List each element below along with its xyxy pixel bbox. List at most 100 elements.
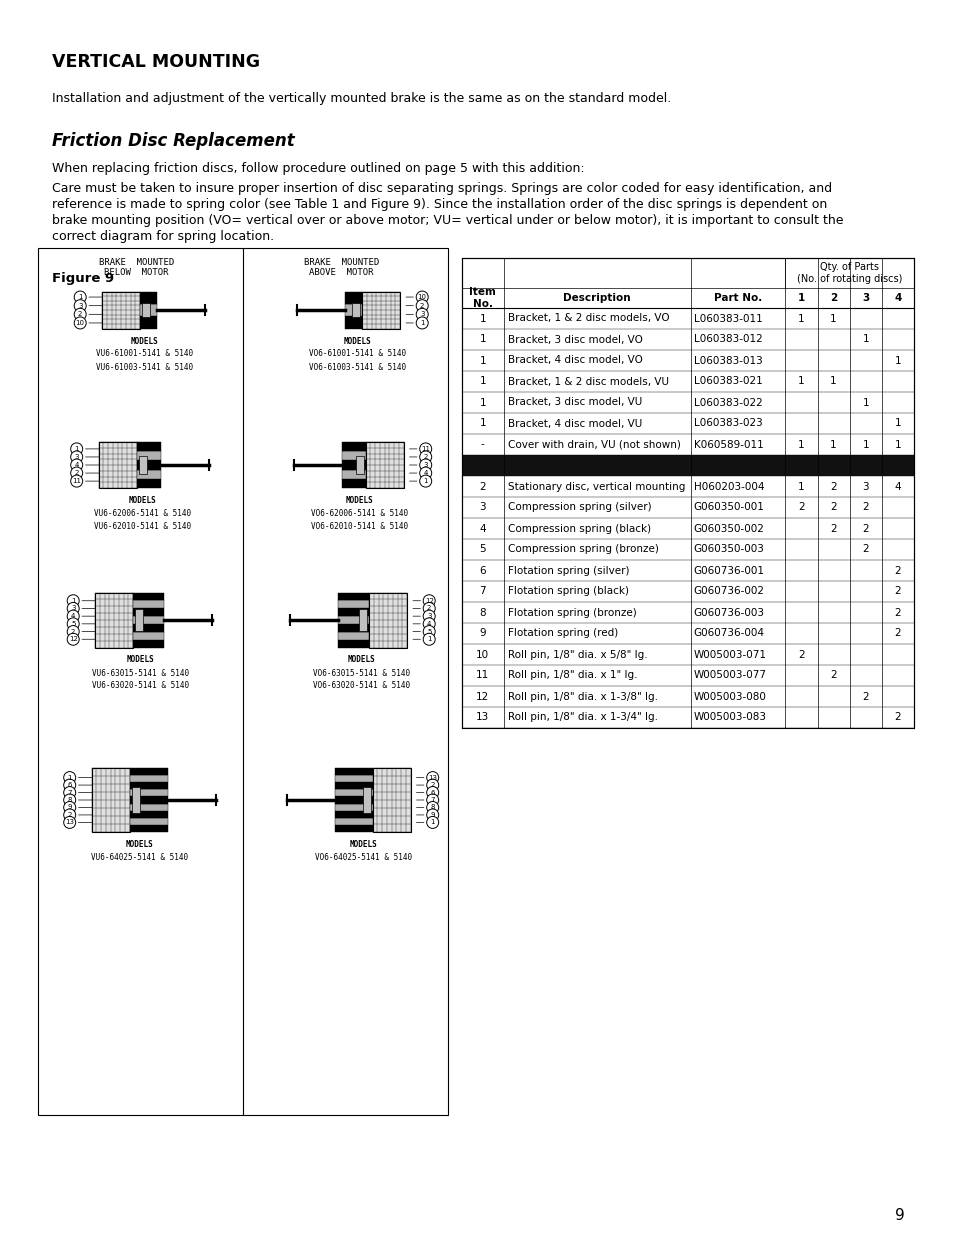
Text: Item
No.: Item No. bbox=[469, 288, 496, 309]
Bar bbox=[130, 804, 168, 810]
Text: 2: 2 bbox=[71, 629, 75, 635]
Bar bbox=[461, 454, 913, 475]
Text: 1: 1 bbox=[479, 335, 486, 345]
Text: 13: 13 bbox=[476, 713, 489, 722]
Bar bbox=[142, 303, 150, 317]
Text: 9: 9 bbox=[479, 629, 486, 638]
Bar bbox=[91, 768, 130, 832]
Text: 1: 1 bbox=[479, 314, 486, 324]
Text: 3: 3 bbox=[78, 303, 82, 309]
Text: 11: 11 bbox=[476, 671, 489, 680]
Text: 1: 1 bbox=[829, 440, 836, 450]
Text: 9: 9 bbox=[430, 811, 435, 818]
Text: 7: 7 bbox=[68, 789, 71, 795]
Text: 9: 9 bbox=[68, 804, 71, 810]
Text: 6: 6 bbox=[479, 566, 486, 576]
Circle shape bbox=[67, 595, 79, 606]
Circle shape bbox=[426, 809, 438, 821]
Text: 8: 8 bbox=[479, 608, 486, 618]
Text: Roll pin, 1/8" dia. x 1" lg.: Roll pin, 1/8" dia. x 1" lg. bbox=[507, 671, 637, 680]
Circle shape bbox=[71, 475, 83, 487]
Bar bbox=[335, 776, 373, 782]
Text: 2: 2 bbox=[829, 482, 836, 492]
Bar bbox=[335, 797, 373, 804]
Bar bbox=[335, 818, 373, 825]
Bar bbox=[335, 782, 373, 789]
Bar bbox=[136, 442, 160, 451]
Text: Qty. of Parts
(No. of rotating discs): Qty. of Parts (No. of rotating discs) bbox=[796, 262, 902, 284]
Text: Installation and adjustment of the vertically mounted brake is the same as on th: Installation and adjustment of the verti… bbox=[52, 91, 671, 105]
Text: Compression spring (bronze): Compression spring (bronze) bbox=[507, 545, 658, 555]
Circle shape bbox=[71, 467, 83, 479]
Bar bbox=[102, 291, 140, 329]
Text: 2: 2 bbox=[423, 454, 428, 459]
Circle shape bbox=[423, 618, 435, 630]
Text: MODELS: MODELS bbox=[344, 336, 372, 346]
Text: 1: 1 bbox=[78, 294, 82, 300]
Text: 4: 4 bbox=[71, 613, 75, 619]
Text: 3: 3 bbox=[423, 462, 428, 468]
Text: VO6-63020-5141 & 5140: VO6-63020-5141 & 5140 bbox=[313, 682, 410, 690]
Bar bbox=[335, 810, 373, 818]
Text: VO6-61003-5141 & 5140: VO6-61003-5141 & 5140 bbox=[309, 363, 406, 372]
Bar bbox=[341, 461, 365, 469]
Text: Bracket, 1 & 2 disc models, VO: Bracket, 1 & 2 disc models, VO bbox=[507, 314, 669, 324]
Text: 2: 2 bbox=[862, 692, 868, 701]
Text: G060736-004: G060736-004 bbox=[693, 629, 764, 638]
Text: 1: 1 bbox=[419, 320, 424, 326]
Bar bbox=[140, 316, 157, 329]
Bar bbox=[95, 593, 133, 647]
Circle shape bbox=[64, 816, 75, 829]
Text: Flotation spring (bronze): Flotation spring (bronze) bbox=[507, 608, 636, 618]
Text: G060736-001: G060736-001 bbox=[693, 566, 764, 576]
Circle shape bbox=[426, 816, 438, 829]
Text: VU6-63015-5141 & 5140: VU6-63015-5141 & 5140 bbox=[92, 668, 190, 678]
Circle shape bbox=[419, 475, 432, 487]
Text: Roll pin, 1/8" dia. x 1-3/4" lg.: Roll pin, 1/8" dia. x 1-3/4" lg. bbox=[507, 713, 657, 722]
Text: Flotation spring (silver): Flotation spring (silver) bbox=[507, 566, 628, 576]
Circle shape bbox=[74, 309, 86, 320]
Text: VU6-64025-5141 & 5140: VU6-64025-5141 & 5140 bbox=[91, 853, 188, 862]
Text: MODELS: MODELS bbox=[129, 496, 156, 505]
Bar bbox=[352, 303, 360, 317]
Text: W005003-077: W005003-077 bbox=[693, 671, 766, 680]
Text: MODELS: MODELS bbox=[347, 656, 375, 664]
Circle shape bbox=[419, 443, 432, 454]
Text: Bracket, 4 disc model, VU: Bracket, 4 disc model, VU bbox=[507, 419, 641, 429]
Bar bbox=[338, 632, 369, 640]
Text: 8: 8 bbox=[68, 797, 71, 803]
Text: 1: 1 bbox=[479, 419, 486, 429]
Text: L060383-013: L060383-013 bbox=[693, 356, 761, 366]
Bar bbox=[341, 442, 365, 451]
Text: MODELS: MODELS bbox=[131, 336, 158, 346]
Bar bbox=[133, 624, 164, 632]
Circle shape bbox=[426, 787, 438, 799]
Text: Bracket, 3 disc model, VO: Bracket, 3 disc model, VO bbox=[507, 335, 641, 345]
Bar bbox=[130, 789, 168, 797]
Text: 1: 1 bbox=[829, 377, 836, 387]
Text: 9: 9 bbox=[894, 1208, 904, 1223]
Text: Figure 9: Figure 9 bbox=[52, 272, 114, 285]
Text: G060350-002: G060350-002 bbox=[693, 524, 764, 534]
Text: 13: 13 bbox=[65, 819, 74, 825]
Text: 3: 3 bbox=[479, 503, 486, 513]
Bar bbox=[130, 782, 168, 789]
Circle shape bbox=[426, 779, 438, 792]
Text: 5: 5 bbox=[427, 629, 431, 635]
Bar bbox=[133, 608, 164, 616]
Text: 11: 11 bbox=[72, 478, 81, 484]
Text: 2: 2 bbox=[68, 811, 71, 818]
Circle shape bbox=[64, 787, 75, 799]
Bar bbox=[136, 451, 160, 461]
Text: 1: 1 bbox=[479, 356, 486, 366]
Bar bbox=[138, 456, 147, 474]
Bar bbox=[135, 609, 143, 631]
Text: 1: 1 bbox=[74, 446, 79, 452]
Text: 1: 1 bbox=[862, 335, 868, 345]
Text: 1: 1 bbox=[479, 377, 486, 387]
Circle shape bbox=[64, 809, 75, 821]
Text: 3: 3 bbox=[862, 482, 868, 492]
Circle shape bbox=[423, 634, 435, 645]
Bar bbox=[338, 624, 369, 632]
Text: Description: Description bbox=[563, 293, 630, 303]
